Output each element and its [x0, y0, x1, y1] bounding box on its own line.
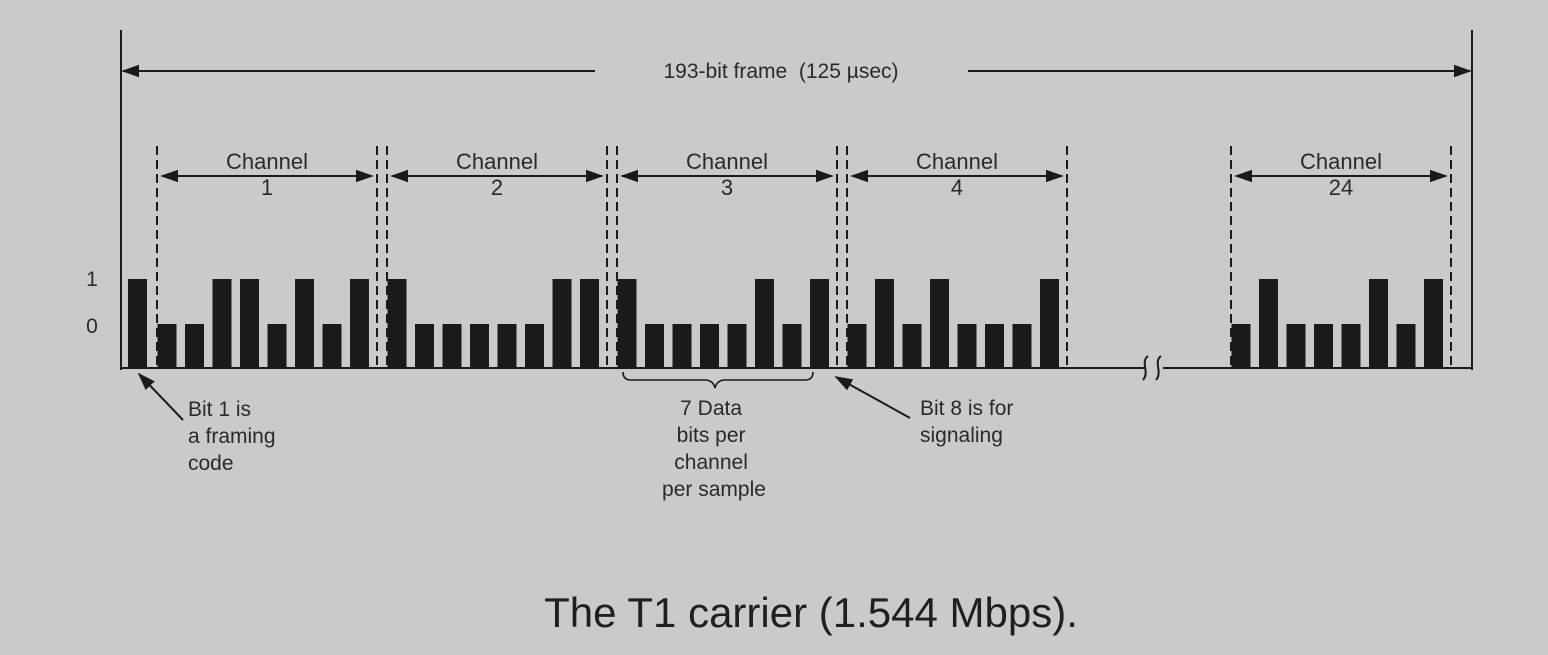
framing-pointer-arrow — [137, 372, 184, 421]
framing-note-line: Bit 1 is — [188, 398, 251, 421]
data-bits-note-line: 7 Data — [680, 397, 742, 420]
bit-bar — [617, 279, 637, 368]
channel-label: Channel — [1300, 149, 1382, 174]
data-bits-note-line: channel — [674, 451, 748, 474]
bit-bar — [185, 324, 204, 368]
bit-bar — [875, 279, 894, 368]
framing-note: Bit 1 is a framing code — [188, 398, 281, 475]
bit-bar — [322, 324, 342, 368]
signaling-note-line: Bit 8 is for — [920, 397, 1013, 420]
data-bits-note-line: per sample — [662, 478, 766, 501]
level-zero-label: 0 — [86, 315, 98, 338]
channel-group: Channel1Channel2Channel3Channel4Channel2… — [156, 146, 1452, 368]
bit-bar — [782, 324, 802, 368]
data-bits-note-line: bits per — [677, 424, 746, 447]
bit-bar — [387, 279, 407, 368]
bit-bar — [442, 324, 462, 368]
channel-number: 4 — [951, 175, 963, 200]
bit-bar — [295, 279, 314, 368]
frame-label: 193-bit frame (125 µsec) — [663, 60, 898, 83]
bit-bar — [1424, 279, 1443, 368]
bit-bar — [552, 279, 572, 368]
bit-bar — [700, 324, 719, 368]
bit-bar — [957, 324, 977, 368]
bit-bar — [1341, 324, 1361, 368]
bit-bar — [985, 324, 1004, 368]
bit-bar — [240, 279, 259, 368]
break-mark-icon — [1142, 355, 1162, 381]
bit-stream — [128, 279, 1443, 368]
bit-bar — [727, 324, 747, 368]
level-one-label: 1 — [86, 268, 98, 291]
channel-number: 3 — [721, 175, 733, 200]
bit-bar — [755, 279, 774, 368]
bit-bar — [1259, 279, 1278, 368]
channel-number: 2 — [491, 175, 503, 200]
bit-bar — [1040, 279, 1059, 368]
bit-bar — [525, 324, 544, 368]
bit-bar — [847, 324, 867, 368]
signaling-note: Bit 8 is for signaling — [920, 397, 1019, 447]
channel-label: Channel — [226, 149, 308, 174]
bit-bar — [1231, 324, 1251, 368]
bit-bar — [1314, 324, 1333, 368]
bit-bar — [672, 324, 692, 368]
bit-bar — [810, 279, 829, 368]
data-bits-brace — [622, 371, 814, 389]
bit-bar — [1286, 324, 1306, 368]
bit-bar — [415, 324, 434, 368]
bit-bar — [157, 324, 177, 368]
bit-bar — [212, 279, 232, 368]
framing-bit-bar — [128, 279, 147, 368]
bit-bar — [930, 279, 949, 368]
channel-number: 1 — [261, 175, 273, 200]
bit-bar — [1369, 279, 1388, 368]
bit-bar — [497, 324, 517, 368]
channel-label: Channel — [456, 149, 538, 174]
channel-label: Channel — [686, 149, 768, 174]
figure-caption: The T1 carrier (1.544 Mbps). — [544, 589, 1078, 636]
signaling-note-line: signaling — [920, 424, 1003, 447]
bit-bar — [1012, 324, 1032, 368]
data-bits-note: 7 Data bits per channel per sample — [662, 397, 766, 501]
bit-bar — [645, 324, 664, 368]
framing-note-line: a framing — [188, 425, 276, 448]
framing-note-line: code — [188, 452, 234, 475]
channel-label: Channel — [916, 149, 998, 174]
bit-bar — [580, 279, 599, 368]
bit-bar — [902, 324, 922, 368]
signaling-pointer-arrow — [834, 376, 911, 419]
bit-bar — [267, 324, 287, 368]
channel-number: 24 — [1329, 175, 1353, 200]
bit-bar — [1396, 324, 1416, 368]
bit-bar — [350, 279, 369, 368]
bit-bar — [470, 324, 489, 368]
